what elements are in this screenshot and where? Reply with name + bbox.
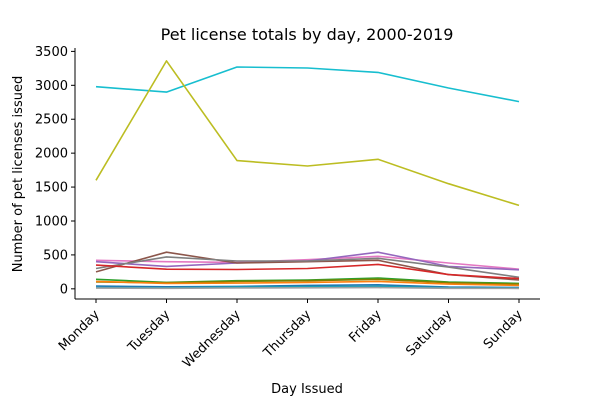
y-tick-label: 2500 (35, 113, 68, 128)
series-line (95, 263, 520, 280)
series-line (95, 286, 520, 290)
x-tick-label: Saturday (403, 307, 455, 359)
x-tick-label: Thursday (260, 307, 314, 361)
x-tick-label: Wednesday (180, 307, 244, 371)
y-tick-label: 3000 (35, 79, 68, 94)
series-line (95, 255, 520, 270)
y-tick-label: 500 (43, 248, 68, 263)
series-line (95, 66, 520, 103)
series-line (95, 280, 520, 287)
x-tick-label: Tuesday (125, 307, 174, 356)
x-axis: Monday Tuesday Wednesday Thursday Friday Satu… (56, 299, 526, 371)
series-lines (95, 60, 520, 290)
chart-title: Pet license totals by day, 2000-2019 (161, 25, 454, 44)
y-tick-label: 3500 (35, 45, 68, 60)
x-axis-label: Day Issued (271, 382, 343, 397)
y-tick-label: 0 (60, 282, 68, 297)
x-tick-label: Monday (56, 307, 103, 354)
y-tick-label: 1500 (35, 181, 68, 196)
y-axis-label: Number of pet licenses issued (11, 76, 26, 272)
series-line (95, 256, 520, 279)
y-tick-label: 1000 (35, 214, 68, 229)
series-line (95, 60, 520, 207)
x-tick-label: Friday (346, 307, 385, 346)
x-tick-label: Sunday (481, 307, 526, 352)
y-tick-label: 2000 (35, 147, 68, 162)
y-axis: 0 500 1000 1500 2000 2500 3000 3500 (35, 45, 75, 297)
